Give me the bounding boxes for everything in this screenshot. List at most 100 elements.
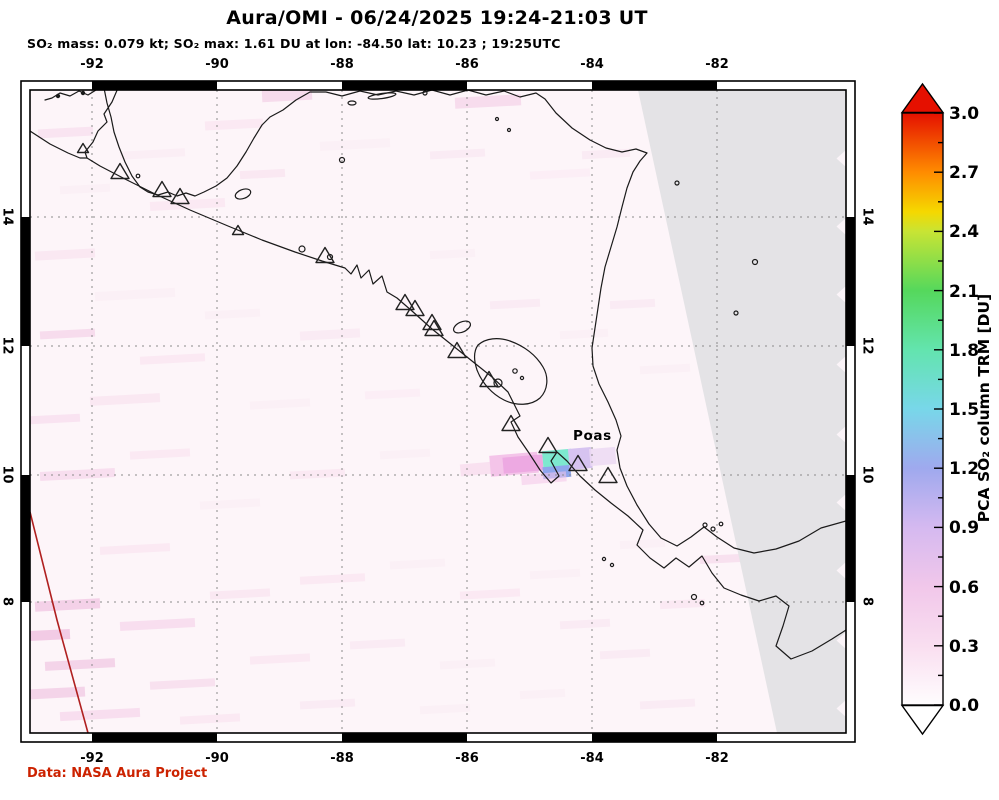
swath-notch bbox=[836, 356, 846, 373]
zebra-border-segments bbox=[21, 81, 855, 742]
so2-streak bbox=[94, 287, 176, 302]
lat-tick-label: 10 bbox=[859, 465, 875, 484]
so2-streak bbox=[249, 653, 311, 665]
colorbar-tick-label: 2.4 bbox=[949, 222, 980, 243]
so2-streak bbox=[379, 448, 431, 460]
so2-streak bbox=[639, 363, 691, 375]
volcano-triangle-icon bbox=[152, 180, 172, 198]
so2-streak bbox=[289, 468, 346, 480]
so2-streak bbox=[609, 298, 656, 310]
so2-streak bbox=[299, 698, 356, 710]
coastline-yucatan bbox=[44, 90, 97, 101]
so2-streak bbox=[149, 678, 216, 690]
lon-tick-label: -82 bbox=[705, 751, 729, 766]
so2-streak bbox=[30, 413, 81, 425]
so2-noise-streaks bbox=[30, 90, 741, 725]
colorbar-bottom-arrow bbox=[900, 704, 945, 736]
island-bocas bbox=[718, 521, 724, 527]
zebra-segment bbox=[592, 733, 717, 742]
so2-streak bbox=[299, 328, 361, 341]
lat-tick-label: 8 bbox=[0, 596, 15, 607]
so2-streak bbox=[459, 588, 521, 600]
so2-plume-patch bbox=[459, 461, 497, 477]
coastlines bbox=[30, 90, 846, 660]
swath-notch bbox=[836, 150, 846, 167]
lake-ilopango bbox=[298, 245, 306, 253]
colorbar-tick-label: 0.9 bbox=[949, 518, 980, 539]
so2-streak bbox=[319, 138, 391, 151]
so2-streak bbox=[119, 618, 196, 631]
colorbar bbox=[900, 82, 945, 736]
zebra-segment bbox=[21, 217, 30, 346]
islet bbox=[55, 93, 61, 99]
zebra-segment bbox=[846, 217, 855, 346]
volcano-triangle-icon bbox=[598, 466, 618, 484]
zebra-segment bbox=[92, 733, 217, 742]
map-frame bbox=[20, 80, 856, 743]
colorbar-axis-title: PCA SO₂ column TRM [DU] bbox=[975, 293, 993, 523]
swath-notch bbox=[836, 218, 846, 235]
so2-streak bbox=[89, 393, 161, 406]
so2-streak bbox=[129, 448, 191, 460]
zebra-segment bbox=[342, 81, 467, 90]
so2-streak bbox=[659, 598, 706, 610]
so2-summary-line: SO₂ mass: 0.079 kt; SO₂ max: 1.61 DU at … bbox=[27, 36, 561, 51]
so2-streak bbox=[30, 628, 71, 642]
so2-streak bbox=[389, 558, 446, 570]
lon-tick-label: -90 bbox=[205, 751, 229, 766]
swath-notch bbox=[836, 700, 846, 717]
lat-lon-gridlines bbox=[30, 90, 846, 733]
colorbar-tick-label: 2.1 bbox=[949, 281, 980, 302]
so2-plume-patch bbox=[589, 446, 617, 467]
lat-tick-label: 12 bbox=[0, 336, 15, 355]
colorbar-top-arrow bbox=[900, 82, 945, 114]
lon-tick-label: -84 bbox=[580, 57, 604, 72]
cay bbox=[494, 116, 500, 122]
so2-streak bbox=[639, 698, 696, 710]
swath-notch bbox=[836, 632, 846, 649]
colorbar-tick-label: 1.5 bbox=[949, 400, 980, 420]
island bbox=[733, 310, 739, 316]
colorbar-tick-marks bbox=[934, 112, 943, 706]
swath-notch bbox=[836, 286, 846, 303]
so2-streak bbox=[139, 353, 206, 365]
zebra-segment bbox=[92, 81, 217, 90]
swath-notch bbox=[836, 562, 846, 579]
so2-streak bbox=[204, 308, 261, 320]
so2-streak bbox=[429, 248, 476, 260]
so2-streak bbox=[559, 618, 611, 630]
volcano-triangle-icon bbox=[479, 370, 499, 388]
island-ometepe-2 bbox=[519, 375, 525, 381]
volcano-triangle-icon bbox=[170, 187, 190, 205]
colorbar-tick-label: 1.8 bbox=[949, 340, 980, 361]
lat-tick-label: 10 bbox=[0, 465, 15, 484]
so2-streak bbox=[199, 498, 261, 510]
volcano-markers bbox=[76, 142, 618, 484]
so2-streak bbox=[519, 688, 566, 700]
island bbox=[674, 180, 680, 186]
colorbar-tick-label: 0.0 bbox=[949, 696, 980, 716]
lake-nicaragua bbox=[473, 338, 548, 405]
volcano-triangle-icon bbox=[501, 414, 521, 432]
so2-streak bbox=[249, 398, 311, 410]
cay bbox=[506, 127, 512, 133]
island-bocas bbox=[710, 526, 716, 532]
coastline-pacific bbox=[30, 130, 846, 660]
so2-streak bbox=[559, 328, 609, 340]
so2-streak bbox=[454, 94, 522, 109]
small-islet bbox=[135, 173, 141, 179]
lon-tick-label: -88 bbox=[330, 57, 354, 72]
lake-izabal bbox=[234, 188, 252, 200]
island-utila bbox=[347, 100, 357, 106]
island bbox=[751, 258, 759, 266]
swath-edge-notches bbox=[836, 150, 846, 717]
so2-streak bbox=[179, 713, 241, 725]
so2-streak bbox=[204, 118, 264, 131]
volcano-triangle-icon bbox=[568, 454, 588, 472]
orbit-edge-line bbox=[30, 511, 89, 733]
so2-streak bbox=[239, 168, 286, 180]
zebra-segment bbox=[592, 81, 717, 90]
lon-tick-label: -86 bbox=[455, 57, 479, 72]
swath-notch bbox=[836, 494, 846, 511]
so2-streak bbox=[699, 553, 741, 565]
